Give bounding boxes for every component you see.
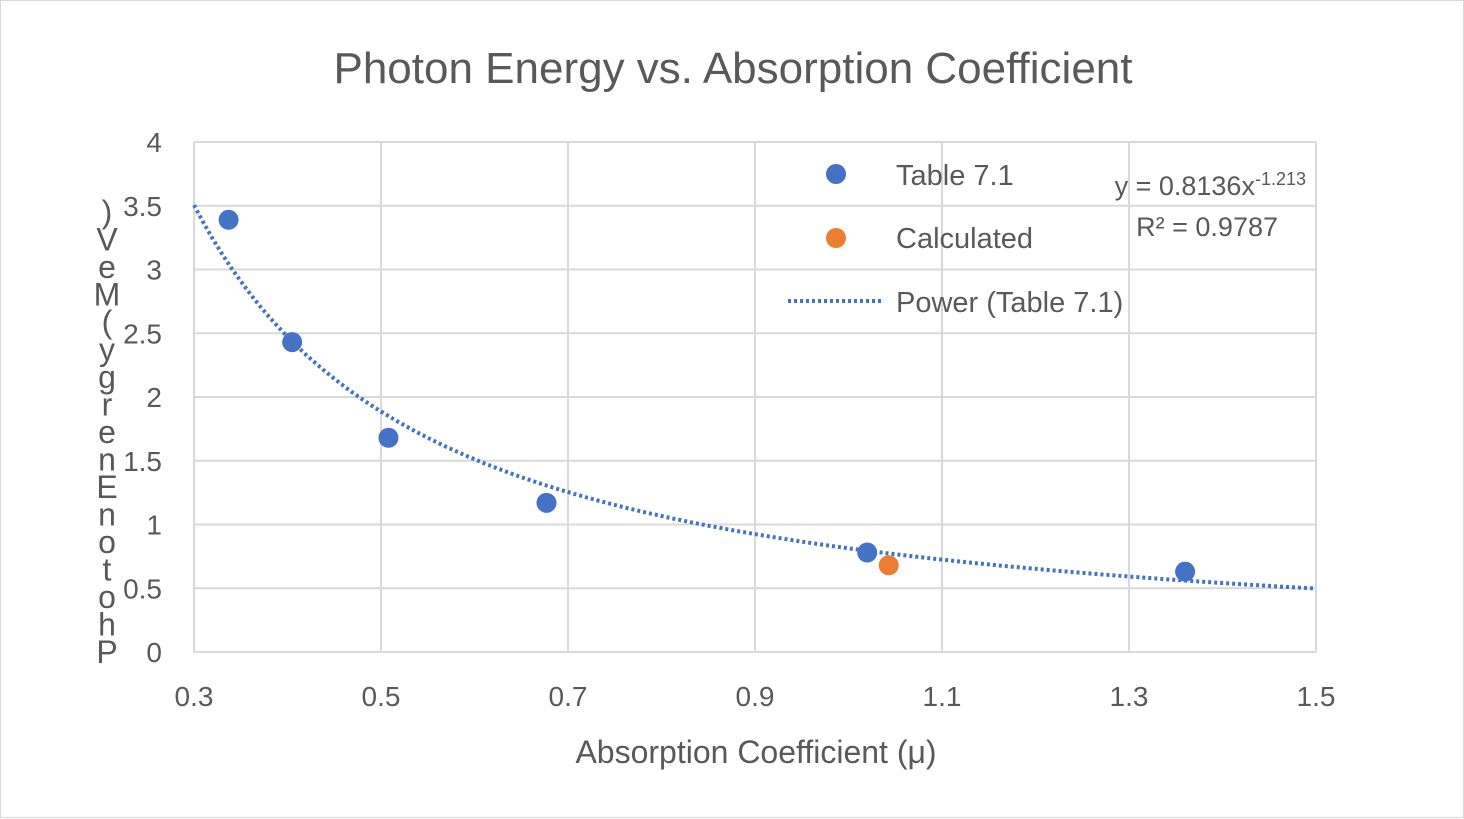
y-axis-title-char: r — [102, 387, 113, 423]
y-axis-title-char: V — [96, 222, 118, 258]
chart-title: Photon Energy vs. Absorption Coefficient — [333, 44, 1132, 93]
y-axis-title-char: h — [98, 607, 116, 643]
y-axis-title-char: ( — [102, 304, 113, 340]
x-tick-label: 1.3 — [1110, 681, 1149, 712]
y-tick-label: 4 — [146, 127, 162, 158]
legend-label-calculated: Calculated — [896, 223, 1033, 255]
y-axis-title-char: M — [94, 277, 121, 313]
y-axis-title-char: o — [98, 524, 116, 560]
y-axis-title-char: t — [103, 552, 112, 588]
y-tick-label: 1 — [146, 510, 162, 541]
y-axis-title-char: g — [98, 359, 116, 395]
y-axis-title-char: o — [98, 579, 116, 615]
trendline-equation: y = 0.8136x-1.213 — [1115, 169, 1306, 201]
x-tick-label: 1.5 — [1297, 681, 1336, 712]
y-tick-label: 3 — [146, 255, 162, 286]
table-7-1-point — [218, 209, 239, 230]
r-squared-label: R² = 0.9787 — [1136, 212, 1278, 242]
y-axis-title-char: ) — [102, 194, 113, 230]
table-7-1-point — [378, 427, 399, 448]
legend-marker-table-7-1 — [826, 164, 846, 184]
y-tick-label: 2 — [146, 382, 162, 413]
legend-label-trendline: Power (Table 7.1) — [896, 287, 1123, 319]
y-axis-title-char: e — [98, 249, 116, 285]
data-points-layer — [218, 209, 1196, 582]
table-7-1-point — [1175, 561, 1196, 582]
table-7-1-point — [536, 492, 557, 513]
y-tick-label: 0.5 — [123, 573, 162, 604]
x-tick-labels: 0.3 0.5 0.7 0.9 1.1 1.3 1.5 — [175, 681, 1336, 712]
x-tick-label: 0.9 — [736, 681, 775, 712]
equation-base: y = 0.8136x — [1115, 171, 1256, 201]
x-tick-label: 1.1 — [923, 681, 962, 712]
legend-label-table-7-1: Table 7.1 — [896, 160, 1014, 192]
x-tick-label: 0.7 — [549, 681, 588, 712]
y-axis-title-char: e — [98, 414, 116, 450]
y-axis-title-char: y — [99, 332, 115, 368]
y-tick-labels: 0 0.5 1 1.5 2 2.5 3 3.5 4 — [123, 127, 162, 668]
y-axis-title-char: n — [98, 497, 116, 533]
trendline-path — [192, 204, 1317, 591]
y-tick-label: 0 — [146, 637, 162, 668]
table-7-1-point — [282, 332, 303, 353]
table-7-1-point — [857, 542, 878, 563]
y-tick-label: 2.5 — [123, 318, 162, 349]
trendline-layer — [192, 204, 1317, 591]
x-tick-label: 0.5 — [362, 681, 401, 712]
y-axis-title-char: E — [96, 469, 117, 505]
x-axis-title: Absorption Coefficient (μ) — [575, 734, 936, 770]
y-axis-title-char: n — [98, 442, 116, 478]
legend: Table 7.1 Calculated Power (Table 7.1) — [788, 160, 1123, 319]
y-tick-label: 1.5 — [123, 446, 162, 477]
y-axis-title-char: P — [96, 634, 117, 670]
y-tick-label: 3.5 — [123, 191, 162, 222]
legend-marker-calculated — [826, 228, 846, 248]
x-tick-label: 0.3 — [175, 681, 214, 712]
calculated-point — [878, 555, 899, 576]
plot-grid — [193, 141, 1317, 653]
equation-exponent: -1.213 — [1255, 169, 1306, 189]
